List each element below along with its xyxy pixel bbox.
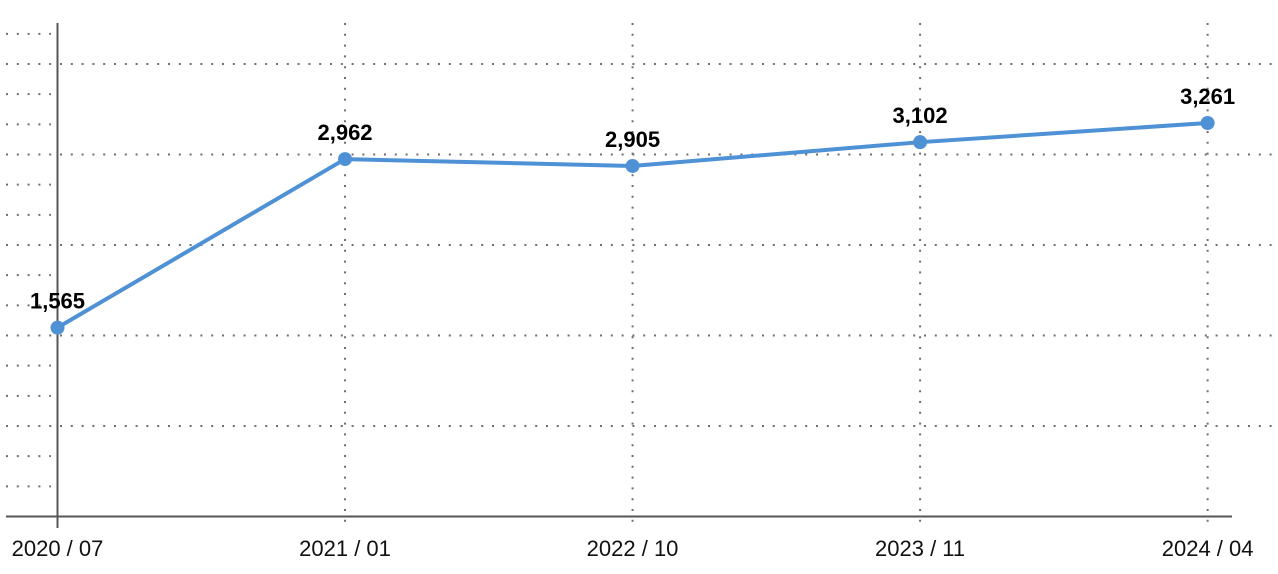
- data-point-marker: [913, 135, 928, 150]
- data-point-marker: [1200, 116, 1215, 130]
- data-point-label: 2,962: [317, 120, 372, 145]
- x-axis-label: 2020 / 07: [12, 536, 104, 561]
- data-point-label: 3,261: [1180, 84, 1235, 109]
- x-axis-label: 2024 / 04: [1162, 536, 1254, 561]
- x-axis-label: 2021 / 01: [299, 536, 391, 561]
- data-point-marker: [625, 158, 640, 173]
- data-point-label: 3,102: [893, 103, 948, 128]
- data-point-marker: [338, 152, 353, 167]
- data-point-marker: [50, 320, 65, 335]
- x-axis-label: 2023 / 11: [875, 536, 965, 561]
- x-axis-label: 2022 / 10: [587, 536, 679, 561]
- data-point-label: 2,905: [605, 127, 660, 152]
- data-point-label: 1,565: [30, 289, 85, 314]
